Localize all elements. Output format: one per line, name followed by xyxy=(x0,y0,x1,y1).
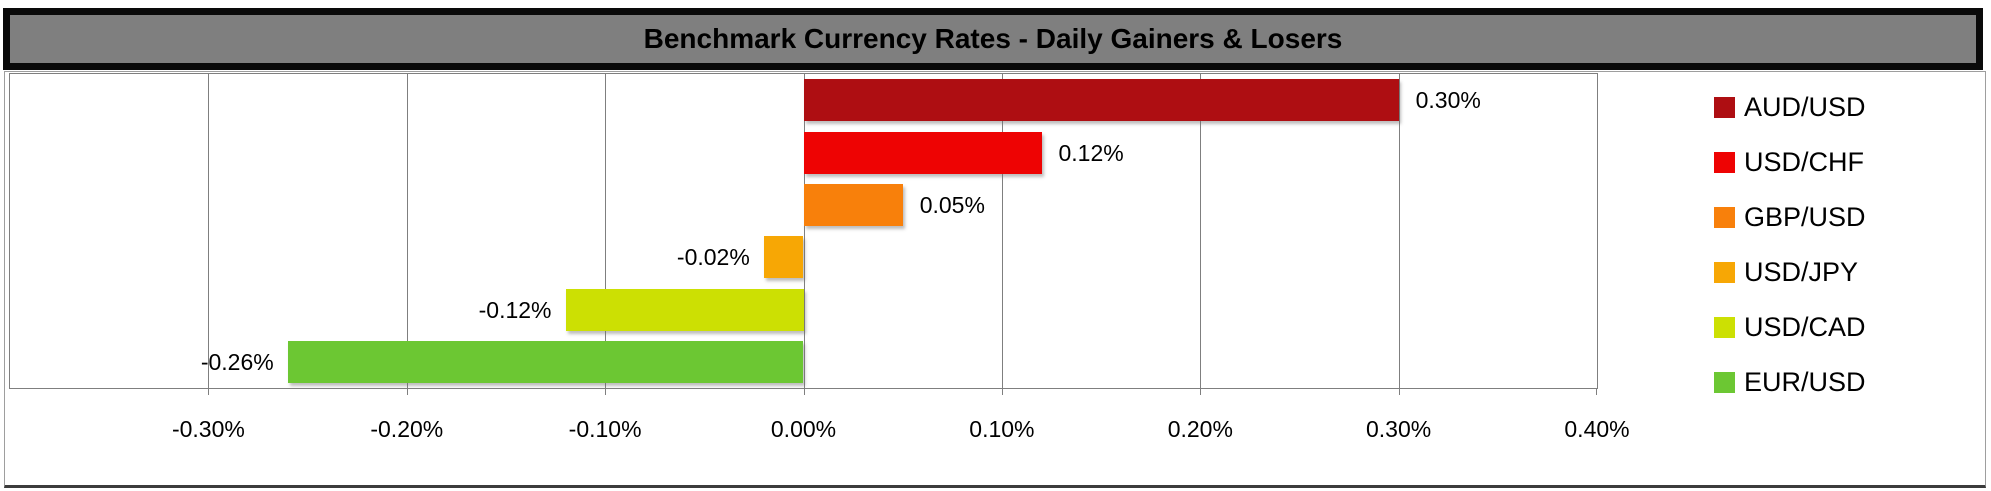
bar-usd-jpy xyxy=(763,236,804,278)
bar-gbp-usd xyxy=(803,184,903,226)
legend: AUD/USD USD/CHF GBP/USD USD/JPY USD/CAD EUR/U… xyxy=(1714,80,1866,410)
bar-aud-usd xyxy=(803,79,1399,121)
legend-label-gbp-usd: GBP/USD xyxy=(1744,202,1866,232)
gridline-0.30% xyxy=(1399,74,1400,388)
legend-item-gbp-usd: GBP/USD xyxy=(1714,190,1866,245)
legend-item-eur-usd: EUR/USD xyxy=(1714,355,1866,410)
legend-swatch-eur-usd xyxy=(1714,372,1735,393)
legend-swatch-gbp-usd xyxy=(1714,207,1735,228)
bar-usd-chf xyxy=(803,132,1042,174)
gridline-0.00% xyxy=(804,74,805,388)
legend-label-eur-usd: EUR/USD xyxy=(1744,367,1866,397)
data-label-usd-cad: -0.12% xyxy=(478,296,552,323)
x-tick-label-0.00%: 0.00% xyxy=(770,416,837,442)
axis-tick xyxy=(804,388,805,395)
legend-item-usd-jpy: USD/JPY xyxy=(1714,245,1866,300)
gridline--0.30% xyxy=(208,74,209,388)
axis-tick xyxy=(1002,388,1003,395)
x-tick-label-0.30%: 0.30% xyxy=(1365,416,1432,442)
legend-swatch-aud-usd xyxy=(1714,97,1735,118)
axis-tick xyxy=(1399,388,1400,395)
x-tick-label--0.10%: -0.10% xyxy=(568,416,642,442)
gridline--0.20% xyxy=(407,74,408,388)
legend-swatch-usd-chf xyxy=(1714,152,1735,173)
legend-label-aud-usd: AUD/USD xyxy=(1744,92,1866,122)
data-label-usd-chf: 0.12% xyxy=(1058,139,1124,166)
chart-title: Benchmark Currency Rates - Daily Gainers… xyxy=(643,23,1343,54)
bar-usd-cad xyxy=(565,289,804,331)
legend-item-usd-chf: USD/CHF xyxy=(1714,135,1866,190)
axis-tick xyxy=(605,388,606,395)
x-tick-label--0.20%: -0.20% xyxy=(370,416,444,442)
data-label-usd-jpy: -0.02% xyxy=(676,243,750,270)
legend-label-usd-cad: USD/CAD xyxy=(1744,312,1866,342)
data-label-gbp-usd: 0.05% xyxy=(919,191,985,218)
chart-area: 0.30% 0.12% 0.05% -0.02% -0.12% -0.26% -0.30%… xyxy=(4,71,1986,488)
legend-item-aud-usd: AUD/USD xyxy=(1714,80,1866,135)
x-tick-label--0.30%: -0.30% xyxy=(171,416,245,442)
x-tick-label-0.40%: 0.40% xyxy=(1564,416,1630,442)
legend-swatch-usd-jpy xyxy=(1714,262,1735,283)
chart-title-bar: Benchmark Currency Rates - Daily Gainers… xyxy=(3,8,1983,70)
axis-tick xyxy=(208,388,209,395)
data-label-aud-usd: 0.30% xyxy=(1415,86,1481,113)
axis-tick xyxy=(1200,388,1201,395)
legend-label-usd-chf: USD/CHF xyxy=(1744,147,1864,177)
data-label-eur-usd: -0.26% xyxy=(200,348,274,375)
plot-area: 0.30% 0.12% 0.05% -0.02% -0.12% -0.26% xyxy=(9,73,1598,395)
gridline-0.10% xyxy=(1002,74,1003,388)
gridline--0.10% xyxy=(605,74,606,388)
axis-tick xyxy=(407,388,408,395)
axis-tick xyxy=(1596,388,1597,395)
legend-swatch-usd-cad xyxy=(1714,317,1735,338)
x-tick-label-0.20%: 0.20% xyxy=(1167,416,1233,442)
bar-eur-usd xyxy=(287,341,804,383)
gridline-0.20% xyxy=(1200,74,1201,388)
x-tick-label-0.10%: 0.10% xyxy=(969,416,1035,442)
legend-item-usd-cad: USD/CAD xyxy=(1714,300,1866,355)
legend-label-usd-jpy: USD/JPY xyxy=(1744,257,1859,287)
